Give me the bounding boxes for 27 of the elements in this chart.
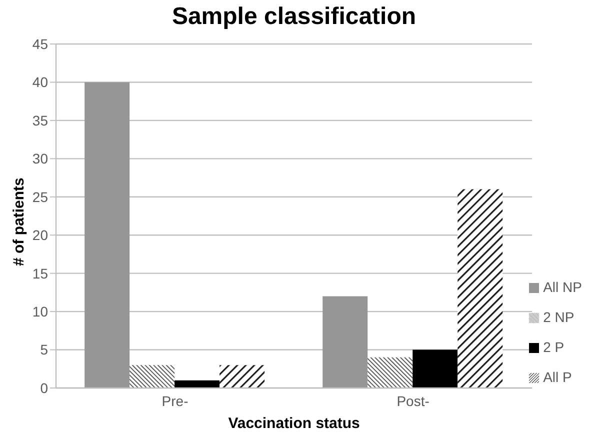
- legend-label: All P: [543, 369, 572, 385]
- legend-label: 2 NP: [543, 309, 574, 325]
- y-tick-label: 30: [32, 150, 48, 167]
- y-tick-label: 25: [32, 188, 48, 205]
- chart-title: Sample classification: [172, 3, 416, 30]
- x-tick-label: Pre-: [162, 392, 189, 409]
- legend-label: All NP: [543, 279, 582, 295]
- bar: [322, 296, 368, 388]
- bar: [368, 357, 413, 388]
- bar: [458, 189, 503, 388]
- bar: [130, 365, 175, 388]
- bar: [84, 82, 130, 388]
- y-tick-label: 10: [32, 304, 48, 320]
- bar: [174, 380, 220, 388]
- legend-label: 2 P: [543, 339, 564, 355]
- y-axis-title: # of patients: [10, 178, 28, 266]
- y-tick-label: 20: [32, 227, 48, 244]
- bar: [220, 365, 265, 388]
- y-tick-label: 15: [32, 265, 48, 282]
- x-tick-label: Post-: [396, 392, 430, 409]
- y-tick-label: 45: [32, 36, 48, 52]
- bar: [412, 350, 458, 388]
- y-tick-label: 5: [40, 342, 48, 358]
- x-axis-title: Vaccination status: [228, 415, 360, 432]
- y-tick-label: 35: [32, 112, 48, 128]
- y-tick-label: 0: [40, 380, 48, 396]
- y-tick-label: 40: [32, 74, 48, 90]
